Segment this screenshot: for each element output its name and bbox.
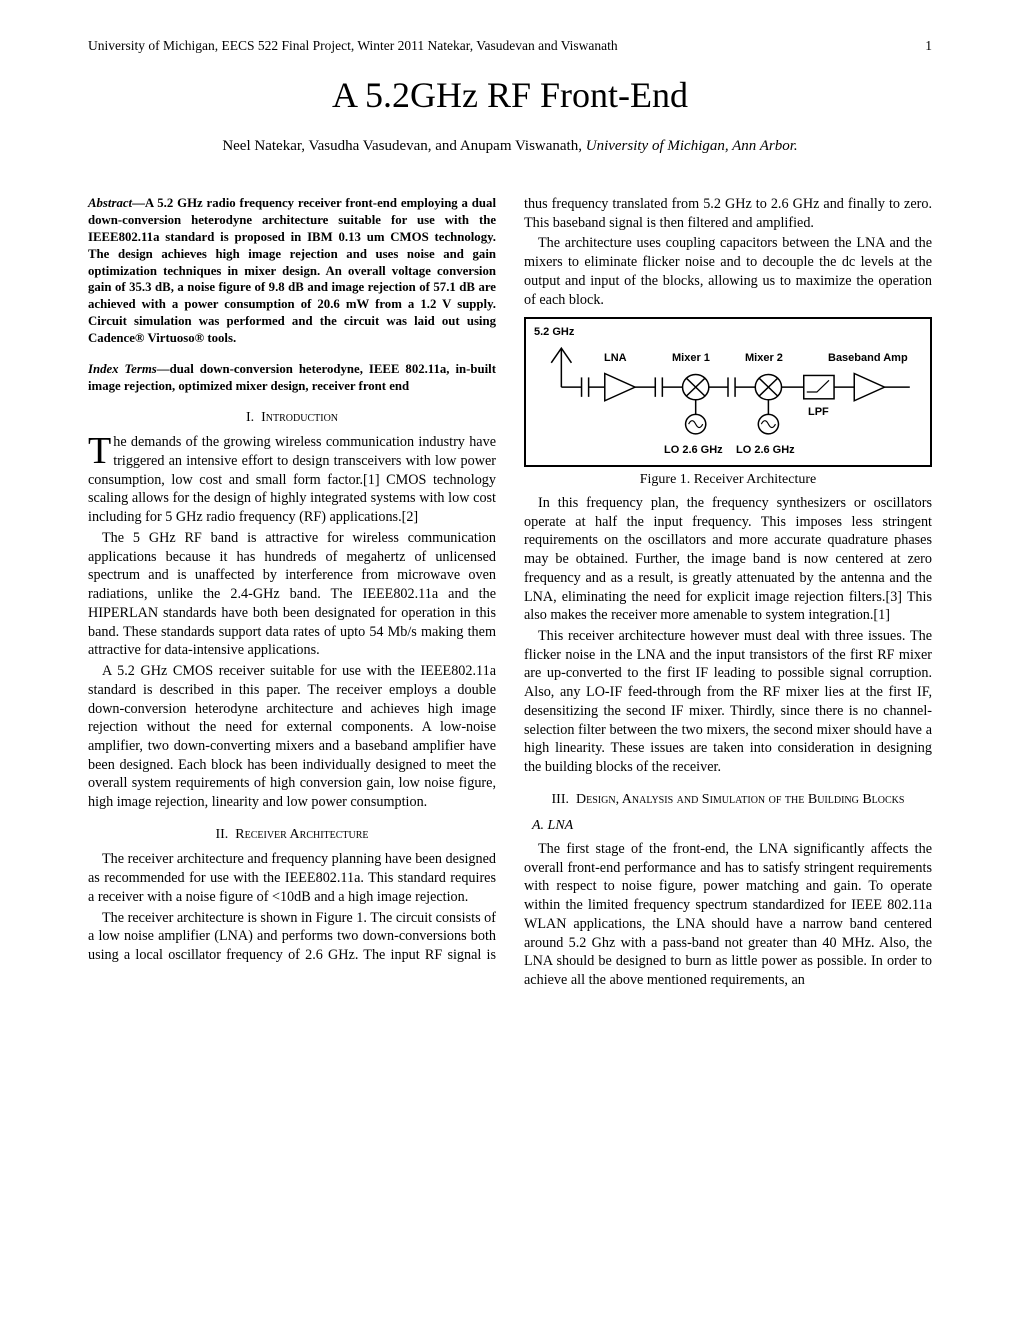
receiver-architecture-diagram: 5.2 GHz LNA Mixer 1 Mixer 2 Baseband Amp… [524,317,932,467]
abstract-block: Abstract—A 5.2 GHz radio frequency recei… [88,195,496,347]
header-pagenum: 1 [925,38,932,54]
abstract-label: Abstract [88,196,132,210]
p1-text: he demands of the growing wireless commu… [88,434,496,525]
running-header: University of Michigan, EECS 522 Final P… [88,38,932,54]
diagram-label-lo1: LO 2.6 GHz [664,443,723,458]
authors-line: Neel Natekar, Vasudha Vasudevan, and Anu… [88,138,932,155]
section-1-title: Introduction [261,410,338,425]
section-1-num: I. [246,410,254,425]
author-affiliation: University of Michigan, Ann Arbor. [586,138,798,154]
figure-1: 5.2 GHz LNA Mixer 1 Mixer 2 Baseband Amp… [524,317,932,489]
subsection-a: A. LNA [532,817,932,835]
paper-title: A 5.2GHz RF Front-End [88,74,932,116]
section-2-heading: II. Receiver Architecture [88,826,496,844]
figure-1-caption: Figure 1. Receiver Architecture [524,471,932,489]
paragraph: The receiver architecture and frequency … [88,850,496,906]
page: University of Michigan, EECS 522 Final P… [0,0,1020,1030]
section-3-title: Design, Analysis and Simulation of the B… [576,792,904,807]
paragraph: The 5 GHz RF band is attractive for wire… [88,529,496,660]
diagram-label-lpf: LPF [808,405,829,420]
paragraph: A 5.2 GHz CMOS receiver suitable for use… [88,662,496,812]
dropcap: T [88,433,113,467]
paragraph: The first stage of the front-end, the LN… [524,840,932,990]
diagram-svg [526,319,930,465]
header-left: University of Michigan, EECS 522 Final P… [88,38,618,54]
paragraph: This receiver architecture however must … [524,627,932,777]
author-names: Neel Natekar, Vasudha Vasudevan, and Anu… [222,138,585,154]
section-3-heading: III. Design, Analysis and Simulation of … [524,791,932,809]
two-column-body: Abstract—A 5.2 GHz radio frequency recei… [88,195,932,990]
paragraph-intro: The demands of the growing wireless comm… [88,433,496,527]
diagram-label-mixer2: Mixer 2 [745,351,783,366]
diagram-label-lo2: LO 2.6 GHz [736,443,795,458]
section-3-num: III. [552,792,570,807]
diagram-label-bbamp: Baseband Amp [828,351,908,366]
section-1-heading: I. Introduction [88,409,496,427]
index-terms-label: Index Terms [88,362,157,376]
paragraph: The architecture uses coupling capacitor… [524,234,932,309]
index-terms-block: Index Terms—dual down-conversion heterod… [88,361,496,395]
diagram-label-mixer1: Mixer 1 [672,351,710,366]
diagram-label-lna: LNA [604,351,627,366]
section-2-title: Receiver Architecture [235,827,368,842]
diagram-label-input: 5.2 GHz [534,325,574,340]
paragraph: In this frequency plan, the frequency sy… [524,494,932,625]
section-2-num: II. [215,827,228,842]
abstract-text: —A 5.2 GHz radio frequency receiver fron… [88,196,496,345]
